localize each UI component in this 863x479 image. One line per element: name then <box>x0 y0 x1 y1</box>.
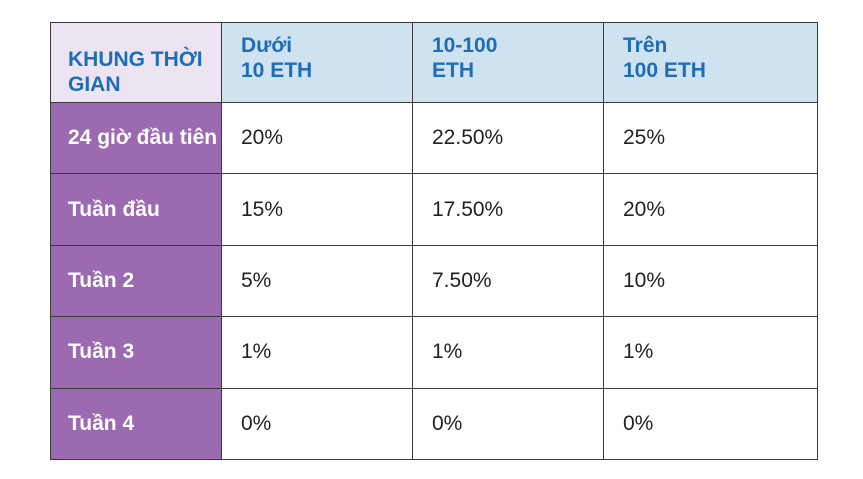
table-row: Tuần 2 5% 7.50% 10% <box>50 244 818 318</box>
tier-2-header-line-2: ETH <box>432 59 474 82</box>
tier-2-column-header: 10-100 ETH <box>412 22 604 103</box>
tier-1-column-header: Dưới 10 ETH <box>221 22 413 103</box>
table-row: Tuần đầu 15% 17.50% 20% <box>50 173 818 246</box>
period-cell: Tuần 2 <box>50 244 222 318</box>
tier-3-header-line-1: Trên <box>623 34 668 57</box>
header-row: KHUNG THỜI GIAN Dưới 10 ETH 10-100 ETH T… <box>50 22 818 103</box>
period-header-line-2: GIAN <box>68 73 121 96</box>
period-header-line-1: KHUNG THỜI <box>68 48 203 71</box>
tier-3-cell: 0% <box>603 387 818 461</box>
tier-3-column-header: Trên 100 ETH <box>603 22 818 103</box>
tier-3-cell: 1% <box>603 316 818 389</box>
period-cell: Tuần 4 <box>50 387 222 461</box>
table-row: 24 giờ đầu tiên 20% 22.50% 25% <box>50 101 818 175</box>
tier-3-cell: 25% <box>603 101 818 175</box>
bonus-schedule-table: KHUNG THỜI GIAN Dưới 10 ETH 10-100 ETH T… <box>50 22 818 461</box>
tier-1-cell: 5% <box>221 244 413 318</box>
table-row: Tuần 3 1% 1% 1% <box>50 316 818 389</box>
tier-2-cell: 22.50% <box>412 101 604 175</box>
tier-3-cell: 10% <box>603 244 818 318</box>
tier-1-cell: 15% <box>221 173 413 246</box>
tier-2-cell: 7.50% <box>412 244 604 318</box>
tier-1-cell: 0% <box>221 387 413 461</box>
tier-3-cell: 20% <box>603 173 818 246</box>
period-cell: 24 giờ đầu tiên <box>50 101 222 175</box>
period-column-header: KHUNG THỜI GIAN <box>50 22 222 103</box>
tier-2-cell: 17.50% <box>412 173 604 246</box>
tier-3-header-line-2: 100 ETH <box>623 59 706 82</box>
tier-2-header-line-1: 10-100 <box>432 34 498 57</box>
tier-2-cell: 0% <box>412 387 604 461</box>
tier-1-header-line-1: Dưới <box>241 34 293 57</box>
period-cell: Tuần 3 <box>50 316 222 389</box>
tier-1-header-line-2: 10 ETH <box>241 59 313 82</box>
period-cell: Tuần đầu <box>50 173 222 246</box>
table-row: Tuần 4 0% 0% 0% <box>50 387 818 461</box>
tier-2-cell: 1% <box>412 316 604 389</box>
tier-1-cell: 20% <box>221 101 413 175</box>
tier-1-cell: 1% <box>221 316 413 389</box>
